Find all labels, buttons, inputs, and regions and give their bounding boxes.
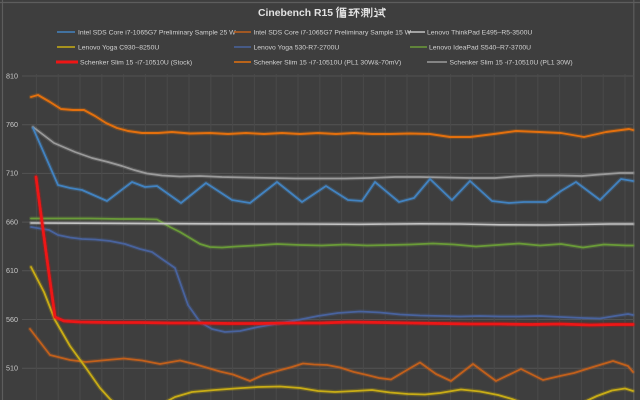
svg-text:Intel SDS Core i7-1065G7 Preli: Intel SDS Core i7-1065G7 Preliminary Sam… [78, 30, 236, 37]
svg-text:Cinebench R15: Cinebench R15 [258, 8, 333, 19]
svg-text:Schenker Slim 15 -i7-10510U (P: Schenker Slim 15 -i7-10510U (PL1 30W) [450, 60, 573, 67]
svg-text:Intel SDS Core i7-1065G7 Preli: Intel SDS Core i7-1065G7 Preliminary Sam… [254, 30, 412, 37]
svg-text:510: 510 [6, 364, 18, 373]
svg-text:810: 810 [6, 71, 18, 80]
svg-text:Lenovo Yoga C930–8250U: Lenovo Yoga C930–8250U [78, 45, 159, 52]
svg-text:Lenovo ThinkPad E495–R5-3500U: Lenovo ThinkPad E495–R5-3500U [427, 30, 532, 37]
svg-text:660: 660 [6, 217, 18, 226]
svg-text:Lenovo IdeaPad S540–R7-3700U: Lenovo IdeaPad S540–R7-3700U [429, 45, 531, 52]
svg-text:710: 710 [6, 169, 18, 178]
svg-text:Schenker Slim 15 -i7-10510U (S: Schenker Slim 15 -i7-10510U (Stock) [80, 60, 192, 67]
svg-text:560: 560 [6, 315, 18, 324]
svg-text:610: 610 [6, 266, 18, 275]
svg-text:760: 760 [6, 120, 18, 129]
svg-text:Schenker Slim 15 -i7-10510U (P: Schenker Slim 15 -i7-10510U (PL1 30W&-70… [254, 60, 402, 67]
svg-text:Lenovo Yoga 530-R7-2700U: Lenovo Yoga 530-R7-2700U [254, 45, 340, 52]
